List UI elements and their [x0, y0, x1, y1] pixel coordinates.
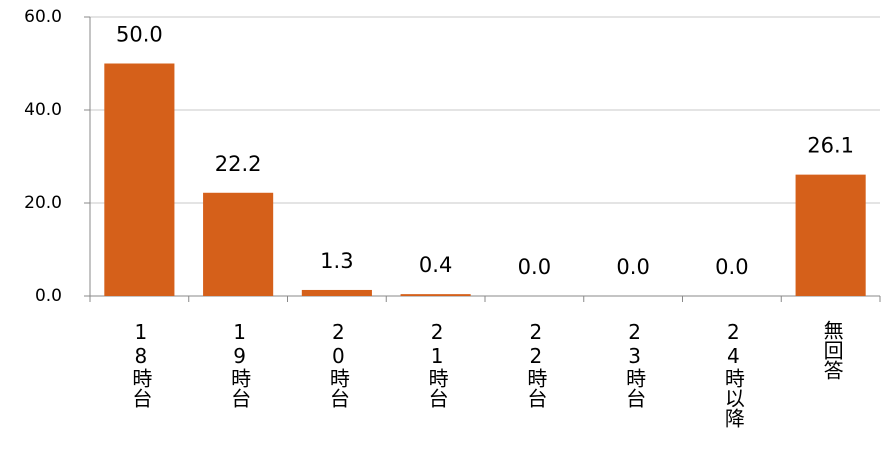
y-tick-label: 60.0 — [24, 7, 62, 27]
x-tick-label: 20時台 — [326, 320, 350, 408]
bar — [795, 174, 866, 296]
bar — [104, 63, 175, 296]
value-label: 0.0 — [518, 255, 551, 279]
bar — [400, 294, 471, 296]
value-label: 0.0 — [715, 255, 748, 279]
y-tick-label: 20.0 — [24, 193, 62, 213]
value-label: 26.1 — [807, 134, 854, 158]
bar — [203, 192, 274, 296]
value-label: 1.3 — [320, 249, 353, 273]
x-tick-label: 23時台 — [623, 320, 647, 408]
x-tick-label: 18時台 — [129, 320, 153, 408]
bar — [301, 289, 372, 296]
x-tick-label: 無回答 — [820, 320, 844, 380]
y-tick-label: 40.0 — [24, 100, 62, 120]
x-tick-label: 24時以降 — [721, 320, 745, 428]
x-tick-label: 19時台 — [228, 320, 252, 408]
value-label: 50.0 — [116, 23, 163, 47]
x-tick-label: 22時台 — [524, 320, 548, 408]
value-label: 22.2 — [215, 152, 262, 176]
y-tick-label: 0.0 — [35, 286, 62, 306]
value-label: 0.0 — [616, 255, 649, 279]
value-label: 0.4 — [419, 253, 452, 277]
x-tick-label: 21時台 — [425, 320, 449, 408]
